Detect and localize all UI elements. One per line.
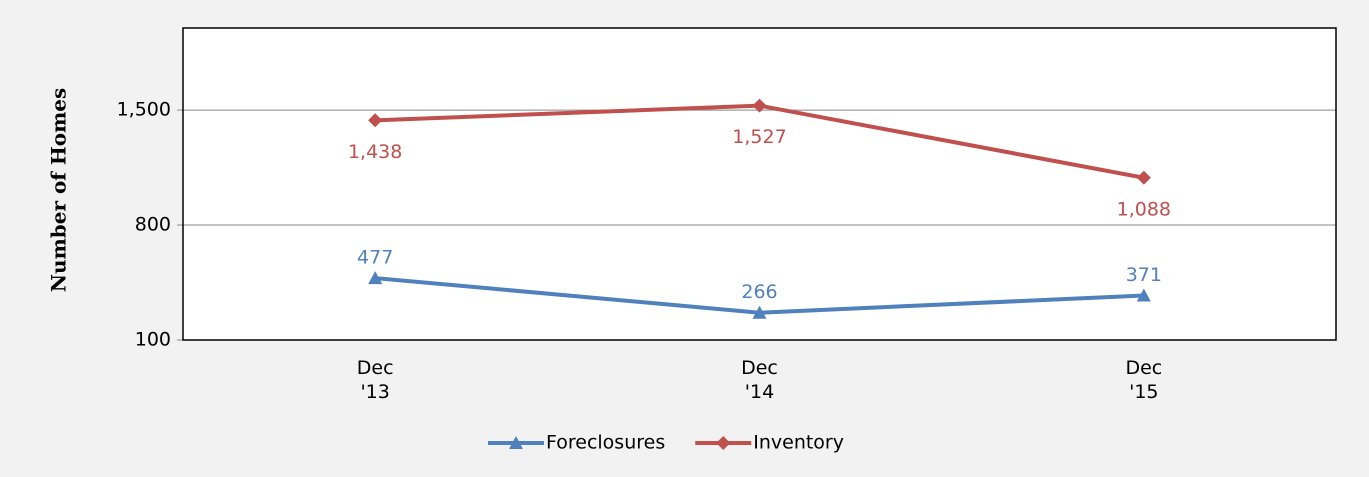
data-label: 371 bbox=[1126, 264, 1162, 286]
x-tick-label: Dec '15 bbox=[1125, 357, 1162, 403]
data-point bbox=[752, 305, 767, 319]
x-tick-label: Dec '13 bbox=[357, 357, 394, 403]
legend-marker bbox=[509, 436, 523, 449]
legend-marker bbox=[716, 436, 731, 450]
data-point bbox=[1136, 288, 1151, 302]
y-tick-label: 800 bbox=[135, 214, 171, 236]
data-label: 1,527 bbox=[732, 126, 786, 148]
y-axis-title: Number of Homes bbox=[47, 88, 71, 292]
plot-border bbox=[182, 27, 1337, 341]
data-point bbox=[368, 113, 383, 128]
data-label: 266 bbox=[741, 281, 777, 303]
legend-label: Inventory bbox=[753, 432, 844, 454]
legend-label: Foreclosures bbox=[546, 432, 665, 454]
data-point bbox=[1136, 170, 1151, 185]
data-label: 477 bbox=[357, 247, 393, 269]
y-tick-label: 100 bbox=[135, 329, 171, 351]
data-label: 1,438 bbox=[348, 141, 402, 163]
data-label: 1,088 bbox=[1117, 198, 1171, 220]
data-point bbox=[368, 271, 383, 285]
y-tick-label: 1,500 bbox=[117, 99, 171, 121]
x-tick-label: Dec '14 bbox=[741, 357, 778, 403]
data-point bbox=[752, 98, 767, 113]
